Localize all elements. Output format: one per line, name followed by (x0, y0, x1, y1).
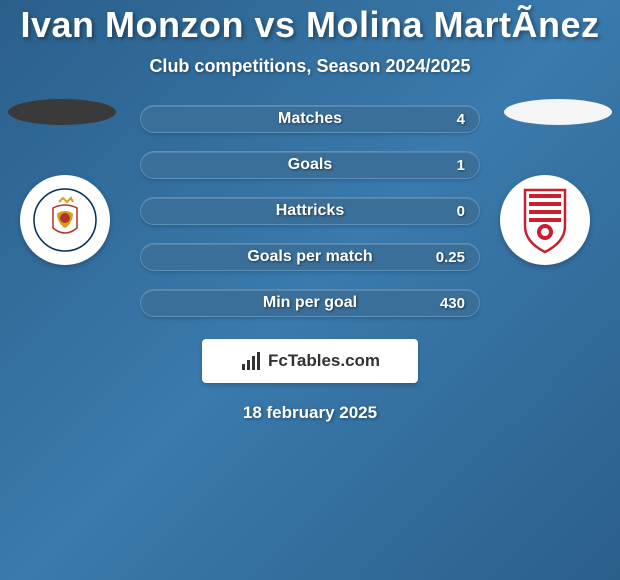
stat-value-right: 1 (457, 157, 465, 174)
stat-label: Goals per match (247, 248, 372, 266)
chart-icon (240, 350, 262, 372)
comparison-card: Ivan Monzon vs Molina MartÃ­nez Club com… (0, 0, 620, 580)
stat-row-matches: Matches 4 (140, 105, 480, 133)
zaragoza-crest-icon (33, 188, 97, 252)
subtitle: Club competitions, Season 2024/2025 (149, 56, 470, 77)
stat-value-right: 4 (457, 111, 465, 128)
page-title: Ivan Monzon vs Molina MartÃ­nez (20, 4, 599, 46)
granada-crest-icon (515, 184, 575, 256)
stat-row-hattricks: Hattricks 0 (140, 197, 480, 225)
brand-text: FcTables.com (268, 351, 380, 371)
stat-label: Goals (288, 156, 332, 174)
stat-label: Matches (278, 110, 342, 128)
stat-row-goals: Goals 1 (140, 151, 480, 179)
stat-row-goals-per-match: Goals per match 0.25 (140, 243, 480, 271)
brand-box[interactable]: FcTables.com (202, 339, 418, 383)
player-right-marker (504, 99, 612, 125)
stat-value-right: 0.25 (436, 249, 465, 266)
stat-value-right: 430 (440, 295, 465, 312)
player-right-crest (500, 175, 600, 275)
stat-row-min-per-goal: Min per goal 430 (140, 289, 480, 317)
stat-rows: Matches 4 Goals 1 Hattricks 0 Goals per … (140, 105, 480, 317)
stat-label: Min per goal (263, 294, 357, 312)
date-text: 18 february 2025 (243, 403, 377, 423)
stat-label: Hattricks (276, 202, 344, 220)
crest-circle (500, 175, 590, 265)
stats-area: Matches 4 Goals 1 Hattricks 0 Goals per … (0, 105, 620, 317)
player-left-crest (20, 175, 120, 275)
player-left-marker (8, 99, 116, 125)
stat-value-right: 0 (457, 203, 465, 220)
crest-circle (20, 175, 110, 265)
